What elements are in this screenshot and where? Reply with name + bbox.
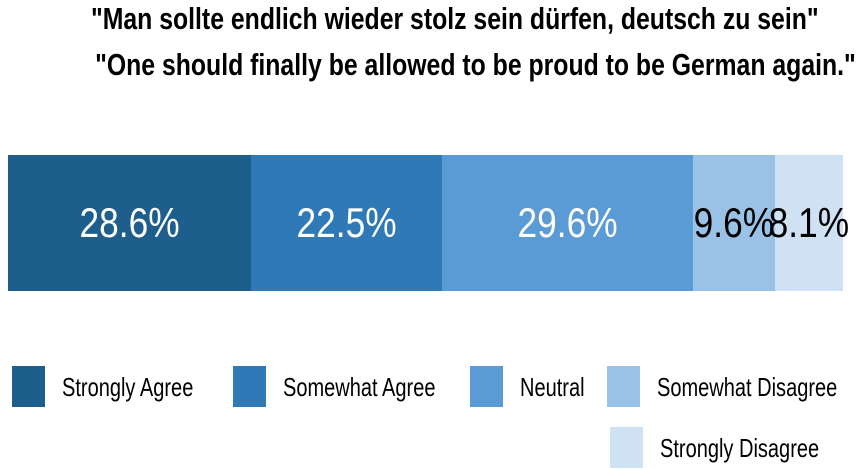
legend-label: Somewhat Agree [283, 371, 436, 402]
legend-label: Somewhat Disagree [657, 371, 838, 402]
chart-title-german: "Man sollte endlich wieder stolz sein dü… [0, 2, 860, 36]
bar-segment-neutral: 29.6% [441, 155, 694, 291]
bar-segment-label: 29.6% [517, 199, 618, 246]
legend-item-somewhat-disagree: Somewhat Disagree [607, 366, 860, 407]
bar-segment-strongly-agree: 28.6% [8, 155, 251, 291]
stacked-bar: 28.6% 22.5% 29.6% 9.6% 8.1% [8, 155, 857, 291]
bar-segment-strongly-disagree: 8.1% [769, 155, 849, 291]
legend-item-strongly-agree: Strongly Agree [12, 366, 233, 407]
bar-segment-label: 9.6% [693, 199, 775, 246]
legend-swatch-icon [607, 366, 640, 407]
chart-title-english-text: "One should finally be allowed to be pro… [95, 47, 856, 82]
legend-label: Strongly Disagree [660, 432, 820, 463]
bar-segment-somewhat-agree: 22.5% [250, 155, 442, 291]
bar-segment-somewhat-disagree: 9.6% [693, 155, 775, 291]
bar-segment-label: 8.1% [768, 199, 850, 246]
legend-label: Neutral [520, 371, 585, 402]
legend-swatch-icon [12, 366, 45, 407]
legend-item-somewhat-agree: Somewhat Agree [233, 366, 481, 407]
legend-swatch-icon [470, 366, 503, 407]
legend-label: Strongly Agree [62, 371, 194, 402]
bar-segment-label: 22.5% [296, 199, 397, 246]
legend-item-strongly-disagree: Strongly Disagree [610, 427, 860, 468]
chart-title-german-text: "Man sollte endlich wieder stolz sein dü… [90, 1, 819, 36]
legend-swatch-icon [233, 366, 266, 407]
legend-item-neutral: Neutral [470, 366, 604, 407]
chart-title-english: "One should finally be allowed to be pro… [0, 48, 860, 82]
bar-segment-label: 28.6% [79, 199, 180, 246]
legend-swatch-icon [610, 427, 643, 468]
